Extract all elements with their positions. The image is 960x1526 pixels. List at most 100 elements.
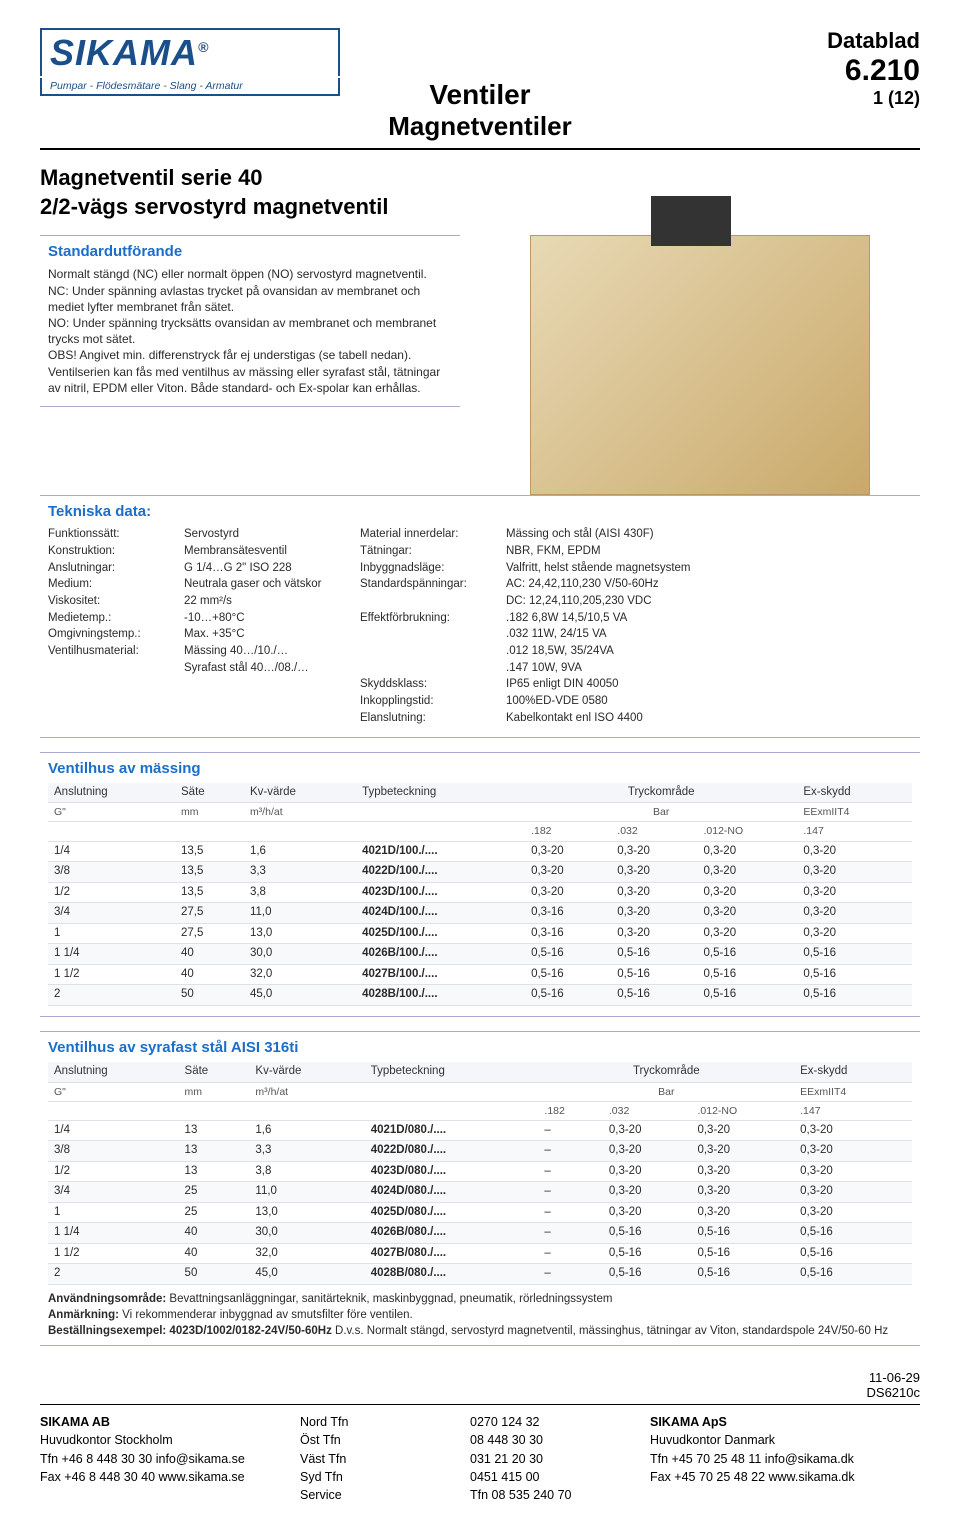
tech-cell: AC: 24,42,110,230 V/50-60Hz [506,576,912,593]
footer: SIKAMA ABHuvudkontor StockholmTfn +46 8 … [40,1413,920,1504]
tech-cell: Effektförbrukning: [360,610,500,627]
tech-cell: .012 18,5W, 35/24VA [506,643,912,660]
standard-body: Normalt stängd (NC) eller normalt öppen … [48,266,452,396]
tech-cell: Tätningar: [360,543,500,560]
tech-cell: G 1/4…G 2" ISO 228 [184,560,354,577]
table-row: 127,513,04025D/100./....0,3-160,3-200,3-… [48,923,912,944]
tech-cell: 22 mm²/s [184,593,354,610]
tech-cell: Inkopplingstid: [360,693,500,710]
tech-cell: Konstruktion: [48,543,178,560]
footer-line: Väst Tfn [300,1450,470,1468]
footer-line: Fax +45 70 25 48 22 www.sikama.dk [650,1468,910,1486]
table-row: 1 1/24032,04027B/080./....–0,5-160,5-160… [48,1243,912,1264]
subtitle-1: Magnetventil serie 40 [40,164,920,193]
footer-line: Öst Tfn [300,1431,470,1449]
tech-cell: Valfritt, helst stående magnetsystem [506,560,912,577]
tech-cell [48,660,178,677]
footer-line: Huvudkontor Stockholm [40,1431,300,1449]
table-row: 1/2133,84023D/080./....–0,3-200,3-200,3-… [48,1161,912,1182]
tech-cell: Elanslutning: [360,710,500,727]
table-row: 1/4131,64021D/080./....–0,3-200,3-200,3-… [48,1120,912,1141]
table1-title: Ventilhus av mässing [48,759,912,779]
footer-line: Fax +46 8 448 30 40 www.sikama.se [40,1468,300,1486]
tech-cell: Omgivningstemp.: [48,626,178,643]
table-brass: AnslutningSäteKv-värdeTypbeteckningTryck… [48,783,912,1006]
tech-cell: DC: 12,24,110,205,230 VDC [506,593,912,610]
table-steel: AnslutningSäteKv-värdeTypbeteckningTryck… [48,1062,912,1285]
tech-cell: .147 10W, 9VA [506,660,912,677]
footer-line: 031 21 20 30 [470,1450,650,1468]
tech-cell: Standardspänningar: [360,576,500,593]
tech-cell [360,643,500,660]
table2-box: Ventilhus av syrafast stål AISI 316ti An… [40,1031,920,1347]
tech-cell: .032 11W, 24/15 VA [506,626,912,643]
tech-cell: Mässing 40…/10./… [184,643,354,660]
footer-line: 08 448 30 30 [470,1431,650,1449]
tech-cell: Ventilhusmaterial: [48,643,178,660]
tech-cell: Material innerdelar: [360,526,500,543]
table-row: 1/213,53,84023D/100./....0,3-200,3-200,3… [48,882,912,903]
tech-cell: Viskositet: [48,593,178,610]
footer-code: DS6210c [40,1385,920,1400]
footer-line: Tfn +45 70 25 48 11 info@sikama.dk [650,1450,910,1468]
tech-cell: Mässing och stål (AISI 430F) [506,526,912,543]
tech-cell [48,676,178,693]
tech-cell: Neutrala gaser och vätskor [184,576,354,593]
table-row: 1 1/24032,04027B/100./....0,5-160,5-160,… [48,964,912,985]
product-image [530,235,870,495]
tech-cell [184,693,354,710]
footer-line: Tfn 08 535 240 70 [470,1486,650,1504]
table-row: 12513,04025D/080./....–0,3-200,3-200,3-2… [48,1202,912,1223]
datablad-label: Datablad [827,28,920,54]
doc-number: 6.210 [827,54,920,88]
note2-text: Vi rekommenderar inbyggnad av smutsfilte… [122,1309,413,1321]
tech-cell [184,710,354,727]
tech-box: Tekniska data: Funktionssätt:ServostyrdM… [40,495,920,737]
tech-cell: Skyddsklass: [360,676,500,693]
tech-cell [48,710,178,727]
table1-box: Ventilhus av mässing AnslutningSäteKv-vä… [40,752,920,1017]
note1-label: Användningsområde: [48,1293,166,1305]
page-title-2: Magnetventiler [40,111,920,142]
footer-line: Syd Tfn [300,1468,470,1486]
tech-cell [48,693,178,710]
note2-label: Anmärkning: [48,1309,119,1321]
note1-text: Bevattningsanläggningar, sanitärteknik, … [169,1293,612,1305]
tech-cell: .182 6,8W 14,5/10,5 VA [506,610,912,627]
table-row: 3/8133,34022D/080./....–0,3-200,3-200,3-… [48,1141,912,1162]
table-row: 3/42511,04024D/080./....–0,3-200,3-200,3… [48,1182,912,1203]
tech-title: Tekniska data: [48,502,912,522]
note3-text: D.v.s. Normalt stängd, servostyrd magnet… [335,1325,888,1337]
page-number: 1 (12) [827,88,920,109]
tech-cell: 100%ED-VDE 0580 [506,693,912,710]
footer-line: Nord Tfn [300,1413,470,1431]
tech-cell [360,660,500,677]
tech-cell: Syrafast stål 40…/08./… [184,660,354,677]
footer-line: SIKAMA ApS [650,1413,910,1431]
tech-cell [184,676,354,693]
tech-cell: IP65 enligt DIN 40050 [506,676,912,693]
tech-cell: Medietemp.: [48,610,178,627]
table-row: 3/813,53,34022D/100./....0,3-200,3-200,3… [48,862,912,883]
footer-line: SIKAMA AB [40,1413,300,1431]
table-row: 25045,04028B/100./....0,5-160,5-160,5-16… [48,985,912,1006]
table-row: 1 1/44030,04026B/100./....0,5-160,5-160,… [48,944,912,965]
tech-cell [360,626,500,643]
table2-title: Ventilhus av syrafast stål AISI 316ti [48,1038,912,1058]
subtitle-2: 2/2-vägs servostyrd magnetventil [40,193,920,222]
footer-line: 0451 415 00 [470,1468,650,1486]
tech-cell: Membransätesventil [184,543,354,560]
footer-line: Tfn +46 8 448 30 30 info@sikama.se [40,1450,300,1468]
standard-box: Standardutförande Normalt stängd (NC) el… [40,235,460,407]
logo-name: SIKAMA [50,32,198,73]
tech-cell: Max. +35°C [184,626,354,643]
logo-tagline: Pumpar - Flödesmätare - Slang - Armatur [40,78,340,96]
tech-cell: Inbyggnadsläge: [360,560,500,577]
tech-cell: NBR, FKM, EPDM [506,543,912,560]
note3-label: Beställningsexempel: 4023D/1002/0182-24V… [48,1325,332,1337]
footer-date: 11-06-29 [40,1370,920,1385]
tech-cell: -10…+80°C [184,610,354,627]
table-row: 25045,04028B/080./....–0,5-160,5-160,5-1… [48,1264,912,1285]
standard-title: Standardutförande [48,242,452,262]
logo: SIKAMA® Pumpar - Flödesmätare - Slang - … [40,28,340,96]
